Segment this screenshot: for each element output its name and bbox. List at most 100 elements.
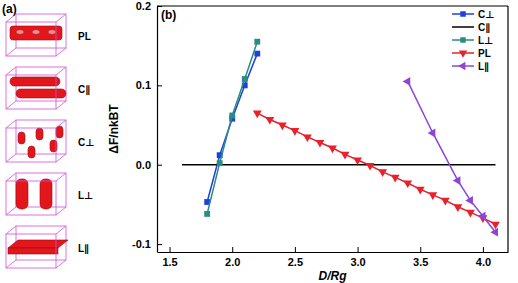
series-line: [408, 81, 496, 232]
tick: 4.0: [476, 247, 491, 268]
cylinder: [16, 89, 66, 98]
box-edge: [16, 120, 66, 154]
slab: [10, 26, 62, 40]
tick-mark: [295, 247, 296, 252]
hole: [48, 30, 56, 35]
marker: [428, 192, 437, 200]
tick: 1.5: [162, 247, 177, 268]
box-edge: [6, 101, 16, 109]
tick-mark: [157, 165, 162, 166]
hole: [32, 30, 40, 35]
tick: 2.0: [225, 247, 240, 268]
tick: 3.5: [413, 247, 428, 268]
legend-item: C⊥: [452, 9, 494, 20]
frame: [157, 5, 508, 6]
box-edge: [56, 120, 66, 128]
marker: [453, 204, 462, 212]
legend-item: L⊥: [452, 35, 493, 46]
marker: [403, 77, 411, 86]
legend-label: C⊥: [478, 9, 494, 20]
box-edge: [6, 14, 16, 22]
tick-label: 3.0: [350, 256, 365, 268]
panel-label: (b): [161, 8, 176, 22]
plot-area: [182, 39, 500, 237]
morphology: [6, 120, 66, 162]
tick-mark: [157, 85, 162, 86]
lamella: [16, 179, 28, 209]
marker: [490, 228, 498, 237]
legend-item: C∥: [452, 22, 490, 34]
marker: [391, 175, 400, 183]
marker: [366, 163, 375, 171]
tick-mark: [483, 247, 484, 252]
marker: [303, 134, 312, 142]
legend-marker: [460, 11, 465, 16]
marker: [478, 212, 486, 221]
box-edge: [6, 128, 56, 162]
cylinder: [10, 77, 60, 86]
box-edge: [6, 226, 16, 234]
tick-label: 0.1: [136, 79, 151, 91]
tick: 2.5: [288, 247, 303, 268]
morphology-label: L∥: [78, 243, 89, 255]
morphology-label: L⊥: [78, 190, 93, 201]
cylinder: [56, 126, 63, 138]
phase-shape: [16, 179, 52, 209]
series-line: [207, 42, 257, 214]
x-axis-title: D/Rg: [319, 269, 348, 283]
marker: [254, 51, 260, 57]
marker: [341, 152, 350, 160]
box-edge: [56, 226, 66, 234]
legend-item: PL: [452, 48, 491, 59]
marker: [428, 129, 436, 138]
box-edge: [6, 154, 16, 162]
morphology-label: C∥: [78, 84, 90, 96]
marker: [242, 76, 248, 82]
tick-label: 4.0: [476, 256, 491, 268]
marker: [453, 176, 461, 185]
morphology: [6, 226, 68, 268]
lamella-side: [8, 248, 58, 254]
marker: [465, 196, 473, 205]
series-line: [207, 54, 257, 202]
figure: (a) PL C∥ C⊥ L⊥ L∥ 1.5 2.0 2.5 3.0 3.5 4.0 -0.1 0.0 0.…: [0, 0, 518, 283]
lamella: [8, 240, 68, 248]
morphology: [6, 14, 66, 56]
tick-mark: [232, 247, 233, 252]
y-axis: -0.1 0.0 0.1 0.2: [132, 0, 162, 252]
box-edge: [6, 48, 16, 56]
tick-label: 0.2: [136, 0, 151, 12]
box-edge: [6, 207, 16, 215]
morphology: [6, 173, 66, 215]
legend-label: L⊥: [478, 35, 493, 46]
tick-mark: [170, 247, 171, 252]
morphology-label: C⊥: [78, 137, 94, 148]
box-edge: [56, 207, 66, 215]
cylinder: [18, 132, 25, 144]
axis-line: [158, 252, 509, 253]
hole: [16, 30, 24, 35]
tick-mark: [420, 247, 421, 252]
panel-label: (a): [2, 2, 17, 16]
marker: [290, 128, 299, 136]
phase-shape: [10, 77, 66, 98]
cylinder: [36, 128, 43, 140]
box-edge: [56, 173, 66, 181]
tick: -0.1: [132, 238, 162, 250]
frame: [507, 6, 508, 252]
tick: 3.0: [350, 247, 365, 268]
tick-label: 2.0: [225, 256, 240, 268]
box-edge: [6, 120, 16, 128]
legend-label: C∥: [478, 22, 490, 34]
morphology-label: PL: [78, 31, 91, 42]
legend-line: [452, 26, 474, 28]
marker: [265, 117, 274, 125]
box-edge: [6, 181, 56, 215]
box-edge: [6, 234, 56, 268]
marker: [403, 180, 412, 188]
legend: C⊥ C∥L⊥ PL L∥: [452, 9, 494, 73]
tick-label: 2.5: [288, 256, 303, 268]
marker: [466, 210, 475, 218]
tick: 0.0: [136, 159, 162, 171]
legend-label: L∥: [478, 61, 489, 73]
